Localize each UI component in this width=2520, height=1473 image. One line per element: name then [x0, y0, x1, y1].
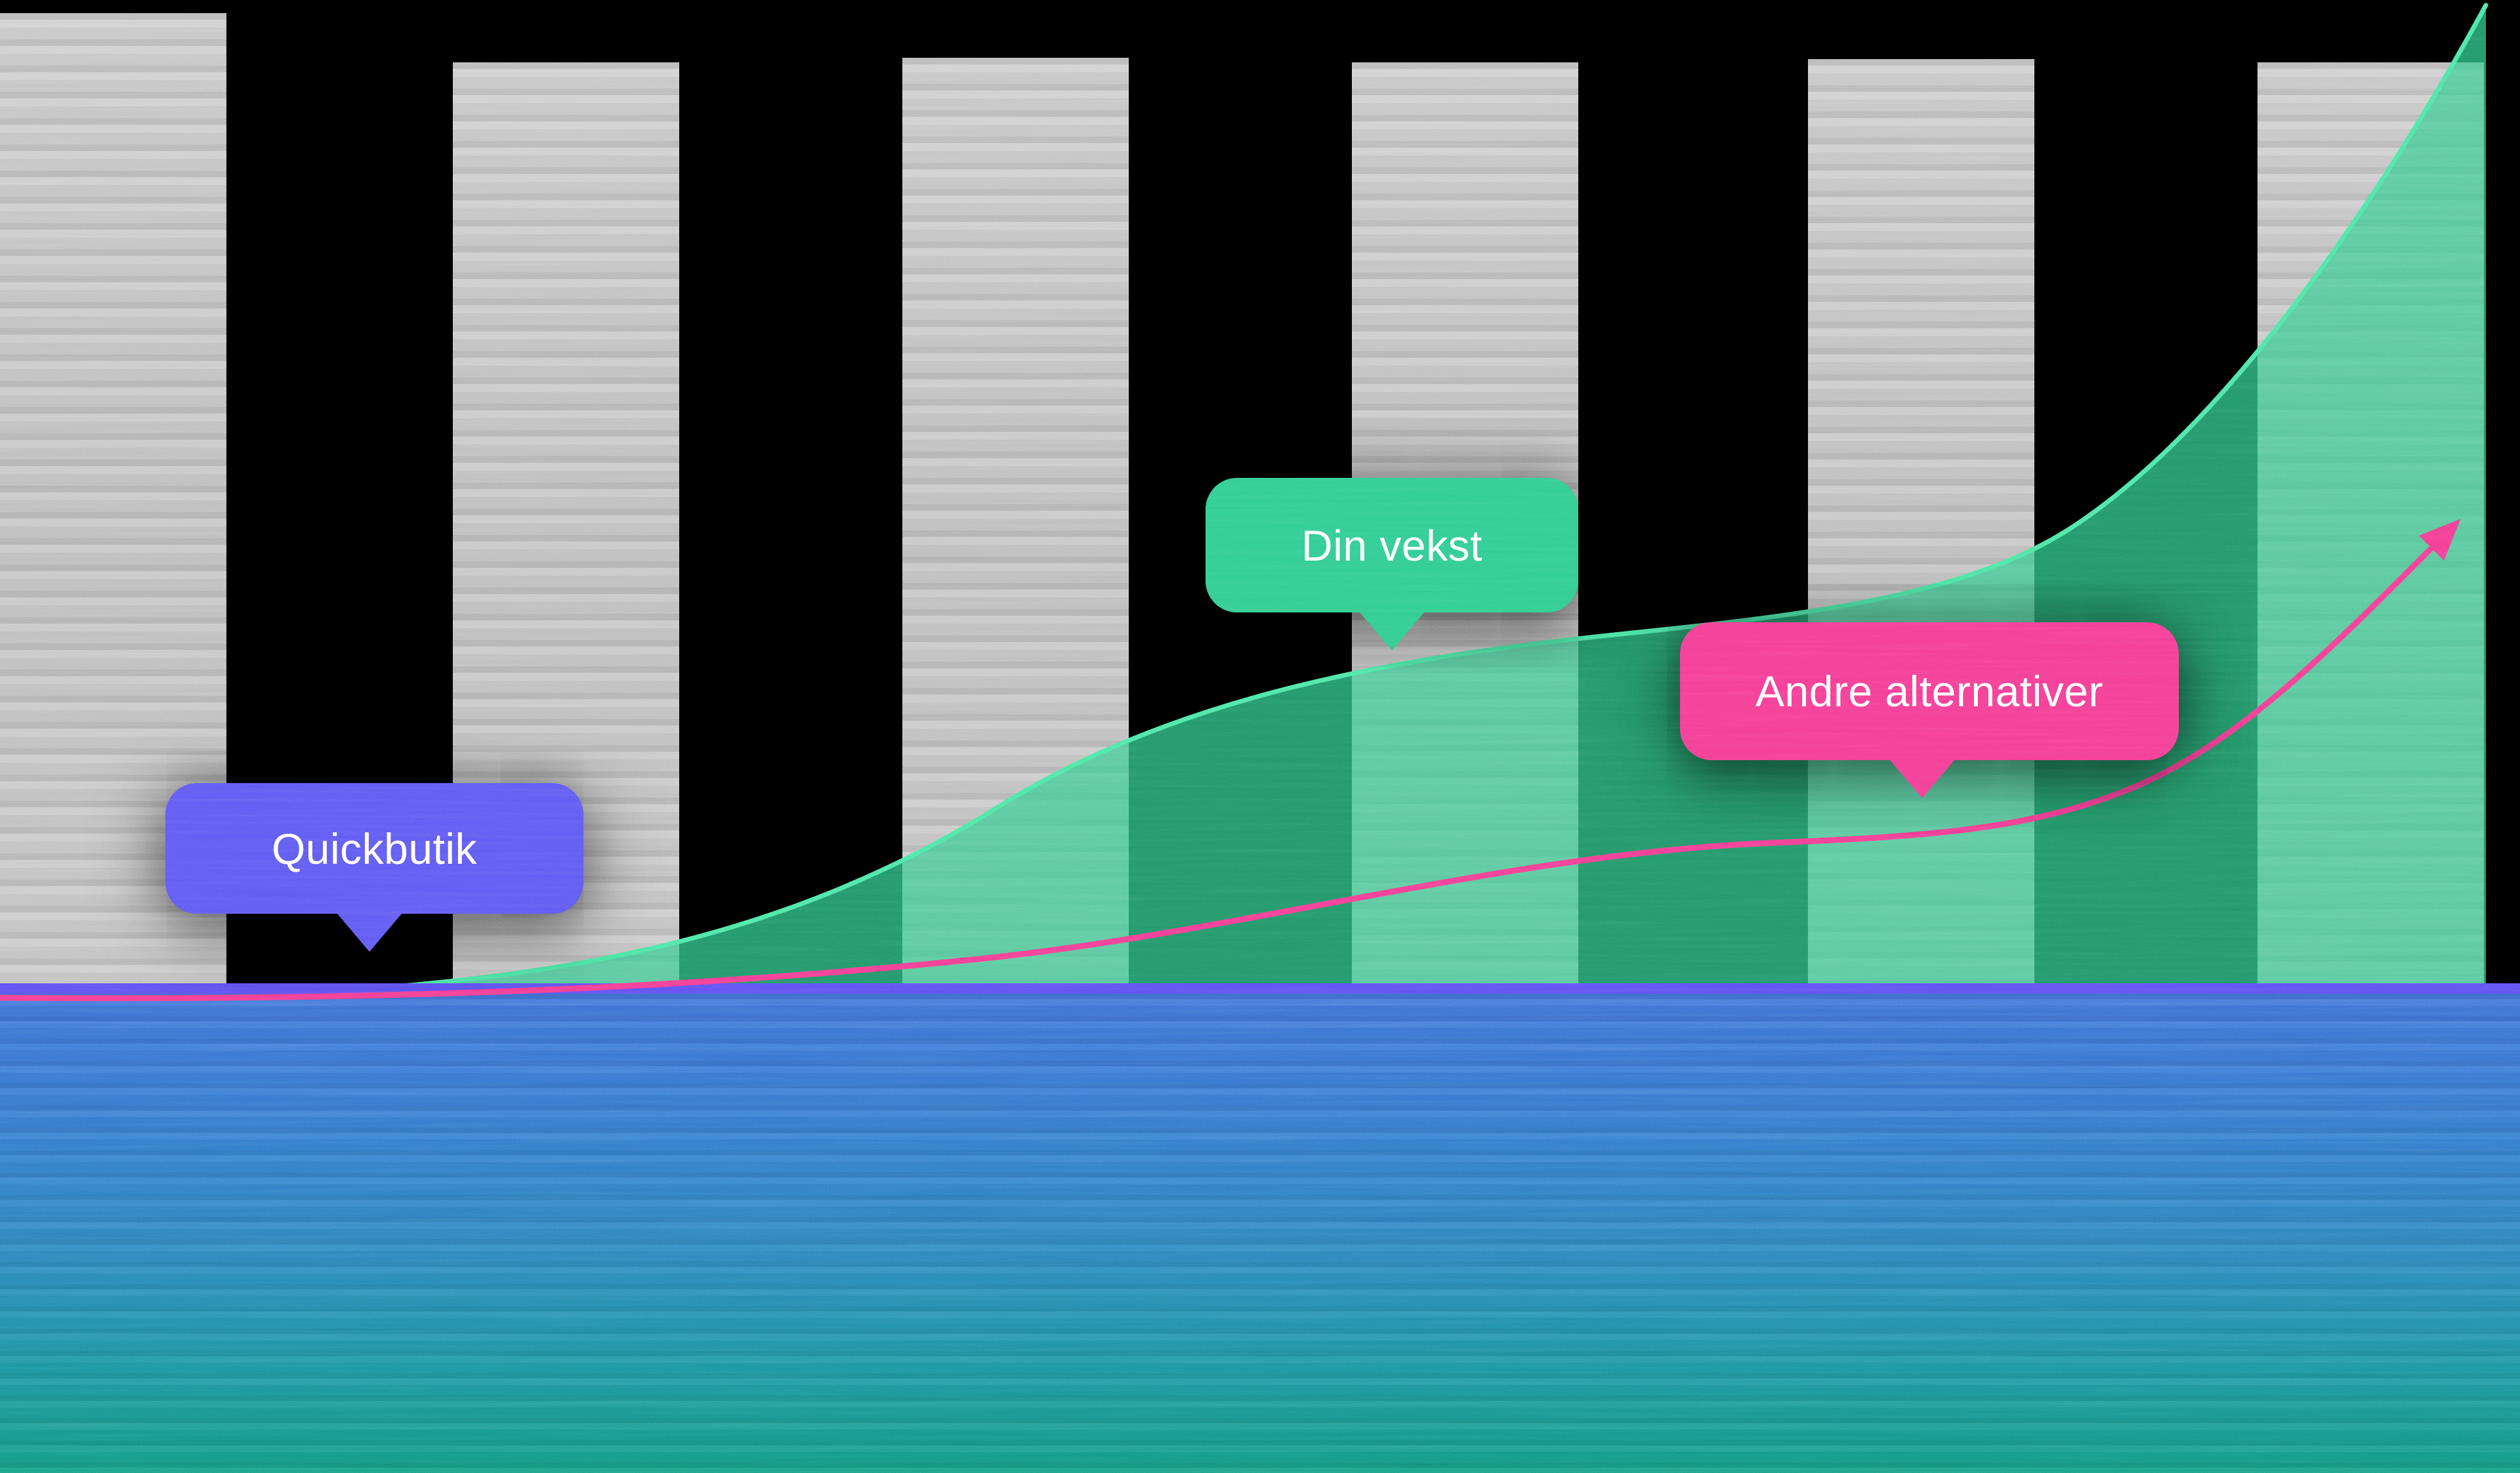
badge-quickbutik-pointer-icon [337, 914, 402, 952]
background-stripe [902, 58, 1129, 989]
badge-din-vekst: Din vekst [1206, 478, 1578, 651]
quickbutik-baseline-line [0, 983, 2520, 994]
badge-quickbutik-label: Quickbutik [271, 824, 478, 873]
blue-base-band [0, 994, 2520, 1473]
badge-andre-alternativer-label: Andre alternativer [1755, 667, 2103, 715]
background-stripe [2258, 62, 2484, 989]
background-stripe [1808, 59, 2034, 989]
badge-quickbutik: Quickbutik [165, 783, 583, 952]
badge-din-vekst-label: Din vekst [1301, 521, 1482, 570]
badge-andre-alternativer: Andre alternativer [1680, 622, 2179, 798]
